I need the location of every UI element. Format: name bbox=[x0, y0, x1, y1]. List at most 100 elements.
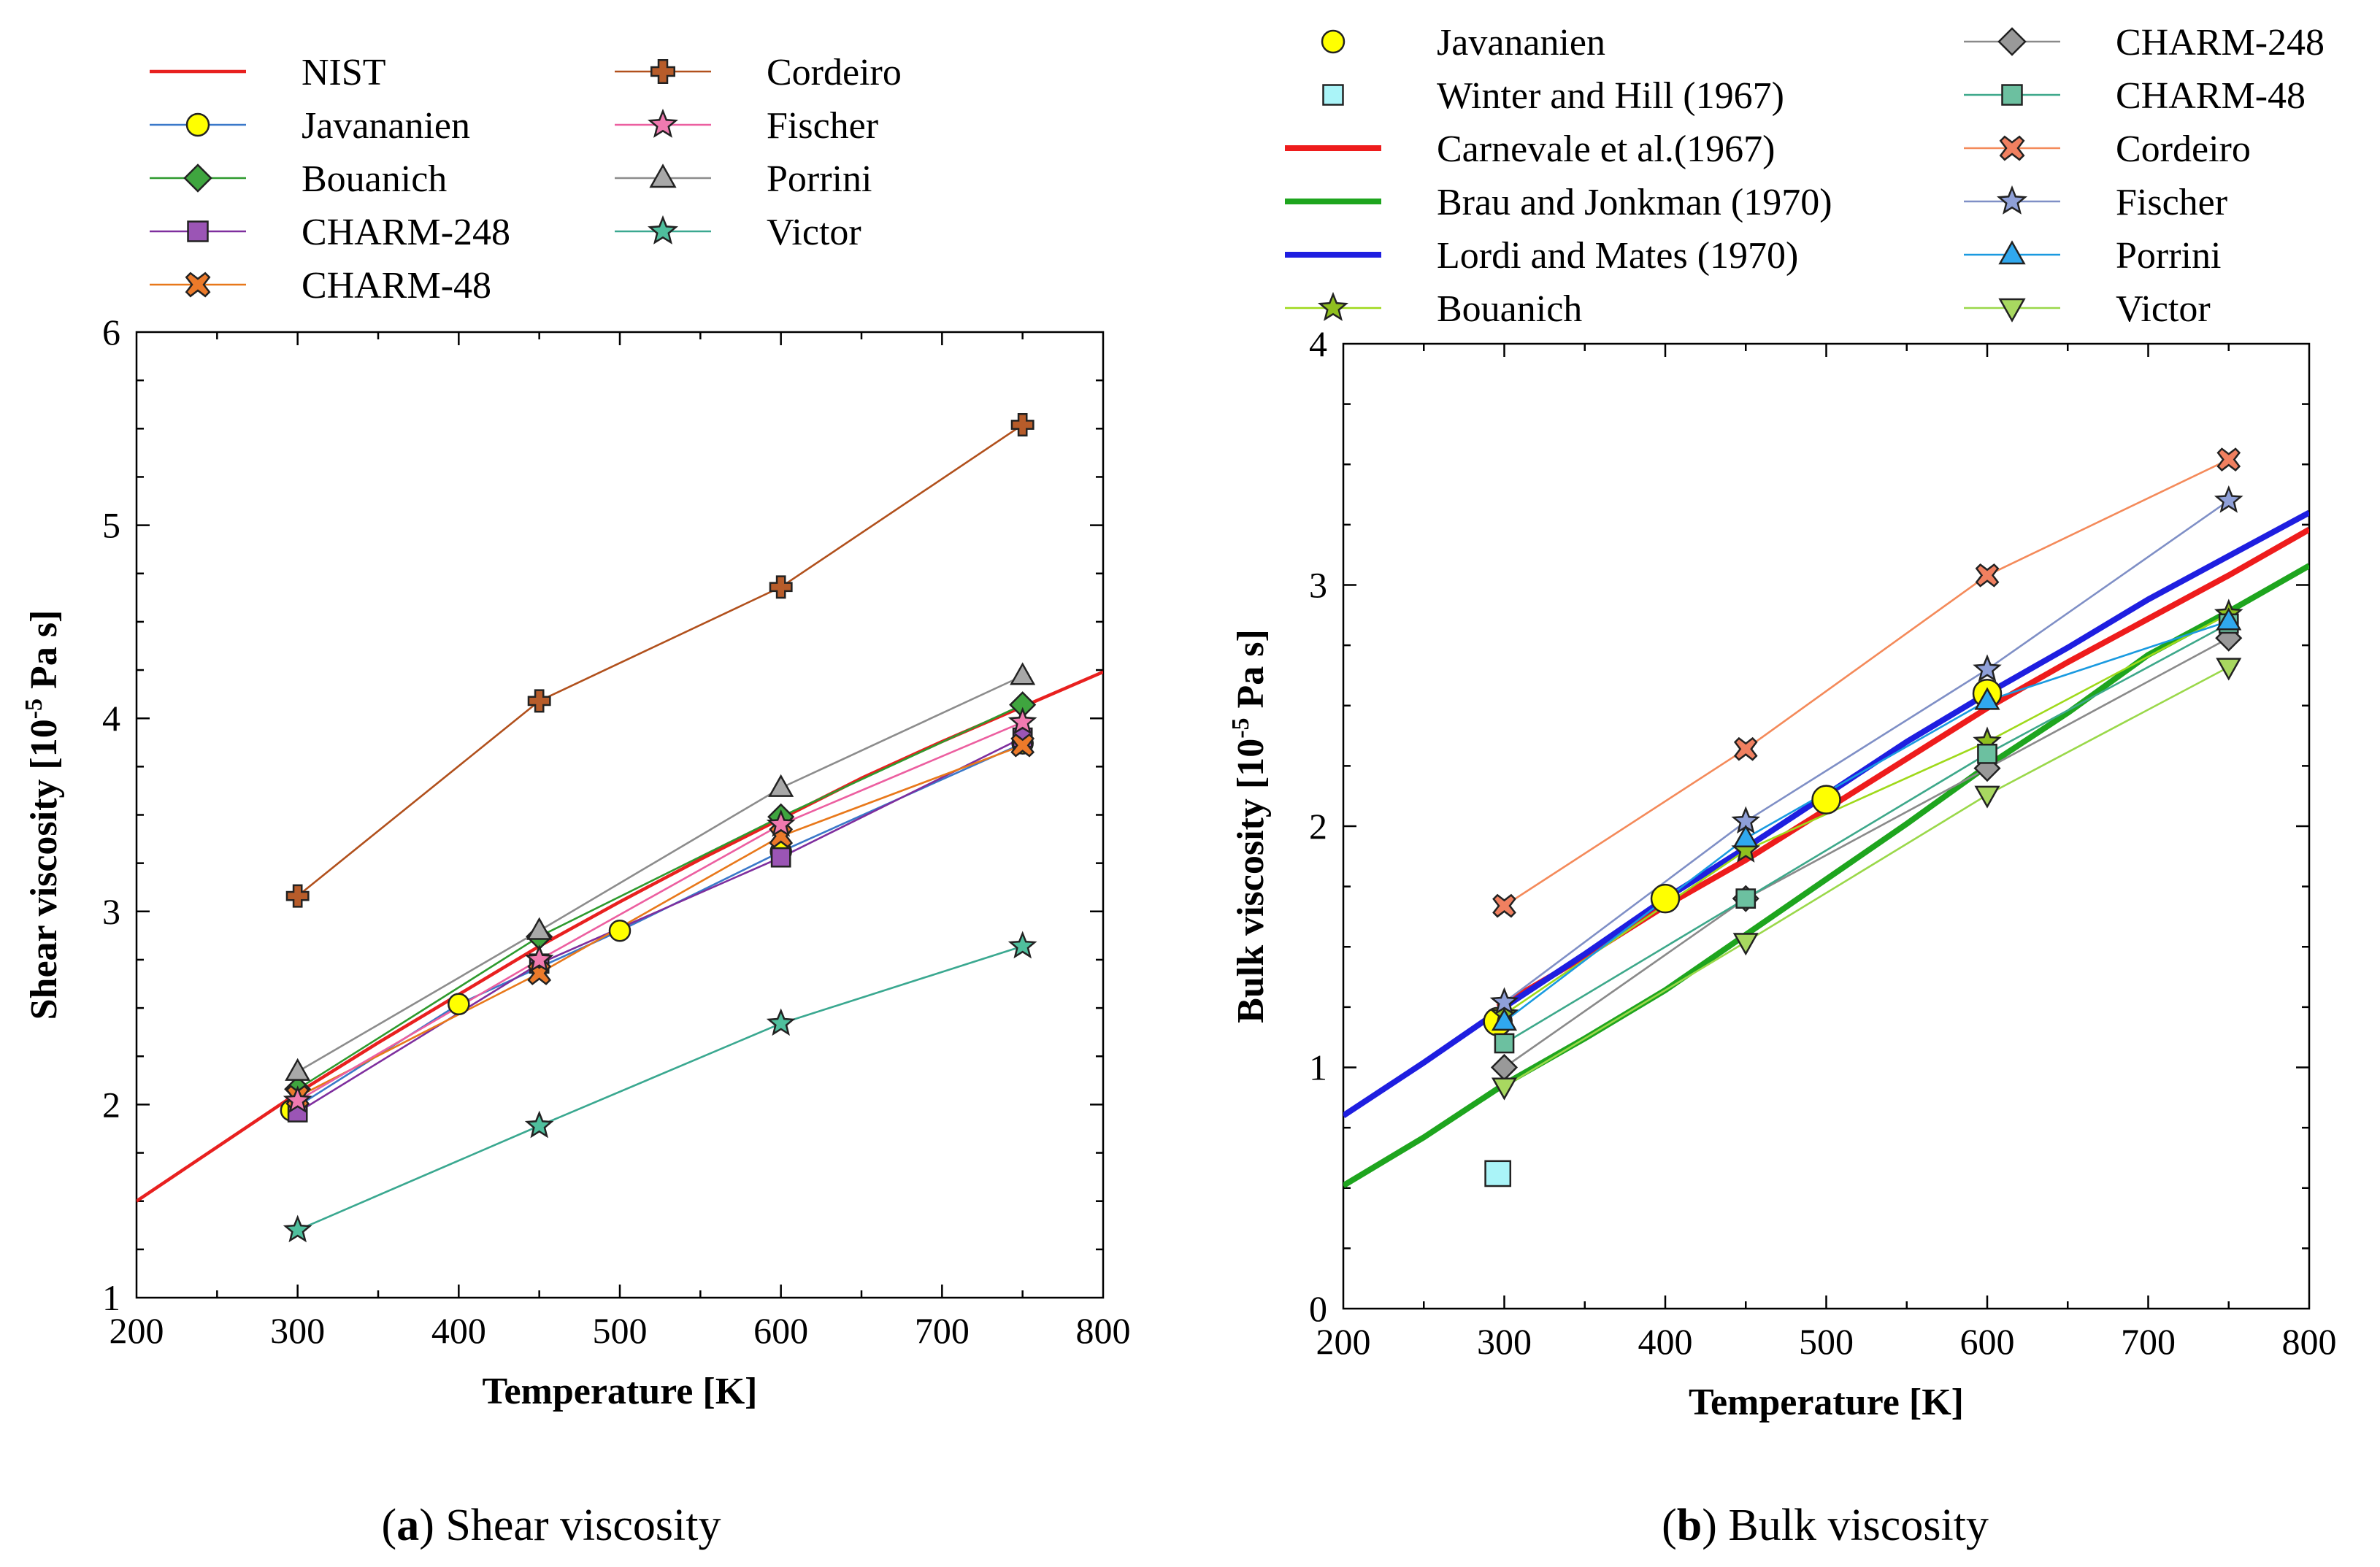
panel-a-series-markers bbox=[280, 413, 1037, 1243]
y-axis-title-prefix: Bulk viscosity [10 bbox=[1230, 739, 1272, 1023]
legend-marker bbox=[1998, 240, 2026, 265]
data-point-porrini bbox=[1974, 687, 2000, 710]
legend-marker bbox=[1321, 29, 1346, 54]
y-tick-label: 0 bbox=[1309, 1288, 1327, 1329]
caption-text: ) Bulk viscosity bbox=[1702, 1501, 1989, 1550]
legend-label: Cordeiro bbox=[767, 52, 902, 93]
series-line-charm-248 bbox=[1503, 637, 2230, 1069]
legend-marker bbox=[649, 163, 677, 188]
legend-item-cordeiro: Cordeiro bbox=[615, 52, 902, 93]
data-point-fischer bbox=[766, 809, 796, 837]
data-point-charm-48 bbox=[1010, 733, 1035, 758]
legend-label: Brau and Jonkman (1970) bbox=[1437, 182, 1832, 223]
legend-label: Fischer bbox=[2116, 182, 2227, 223]
y-tick-label: 2 bbox=[1309, 806, 1327, 847]
legend-marker bbox=[1998, 298, 2026, 323]
panel-a: NIST Javananien Bouanich CHARM-248 CHARM-48 C… bbox=[20, 52, 1131, 1550]
data-point-cordeiro bbox=[1975, 563, 2000, 588]
panel-b-caption: (b) Bulk viscosity bbox=[1662, 1501, 1989, 1550]
x-tick-label: 200 bbox=[1316, 1321, 1371, 1362]
data-point-cordeiro bbox=[527, 689, 551, 713]
y-tick-label: 1 bbox=[1309, 1047, 1327, 1088]
series-line-charm-48 bbox=[1503, 623, 2230, 1044]
legend-marker bbox=[185, 112, 210, 137]
series-line-cordeiro bbox=[296, 423, 1024, 897]
y-tick-label: 3 bbox=[1309, 565, 1327, 606]
data-point-victor bbox=[766, 1008, 796, 1036]
panel-b-legend: Javananien Winter and Hill (1967) Carneval… bbox=[1285, 22, 2325, 330]
panel-b-plot-area bbox=[1343, 447, 2309, 1188]
legend-label: CHARM-48 bbox=[2116, 75, 2306, 117]
series-line-fischer bbox=[297, 721, 1024, 1102]
caption-paren-open: ( bbox=[382, 1501, 397, 1550]
series-line-bouanich bbox=[1503, 613, 2230, 1015]
legend-label: Porrini bbox=[767, 158, 872, 200]
series-line-victor bbox=[1503, 666, 2230, 1088]
data-point-porrini bbox=[1732, 824, 1759, 847]
data-point-porrini bbox=[768, 774, 794, 797]
x-tick-label: 800 bbox=[2282, 1321, 2337, 1362]
y-tick-label: 3 bbox=[102, 891, 120, 932]
legend-marker bbox=[1999, 135, 2025, 161]
data-point-charm-248 bbox=[770, 847, 791, 868]
data-point-javananien bbox=[1811, 785, 1841, 815]
legend-item-lordi-and-mates-1970: Lordi and Mates (1970) bbox=[1285, 235, 1798, 277]
legend-label: CHARM-248 bbox=[302, 212, 510, 253]
legend-label: CHARM-48 bbox=[302, 265, 491, 307]
series-line-javananien bbox=[291, 742, 1024, 1112]
panel-a-plot-frame bbox=[135, 331, 1105, 1299]
data-point-victor bbox=[1491, 1077, 1518, 1101]
caption-text: ) Shear viscosity bbox=[419, 1501, 721, 1550]
y-axis-title-exponent: -5 bbox=[1227, 717, 1254, 738]
legend-label: NIST bbox=[302, 52, 386, 93]
legend-label: Javananien bbox=[302, 105, 470, 147]
data-point-cordeiro bbox=[285, 884, 310, 908]
legend-item-javananien: Javananien bbox=[150, 105, 470, 147]
legend-item-charm-48: CHARM-48 bbox=[1964, 75, 2306, 117]
x-tick-label: 700 bbox=[915, 1310, 970, 1351]
legend-label: Victor bbox=[2116, 288, 2211, 330]
data-point-victor bbox=[1007, 931, 1037, 959]
legend-label: Lordi and Mates (1970) bbox=[1437, 235, 1798, 277]
legend-item-charm-248: CHARM-248 bbox=[1964, 22, 2325, 63]
legend-label: Bouanich bbox=[302, 158, 447, 200]
y-axis-title-suffix: Pa s] bbox=[23, 610, 65, 698]
legend-item-porrini: Porrini bbox=[1964, 235, 2221, 277]
panel-a-caption: (a) Shear viscosity bbox=[382, 1501, 721, 1550]
y-tick-label: 2 bbox=[102, 1084, 120, 1125]
legend-item-cordeiro: Cordeiro bbox=[1964, 128, 2251, 170]
caption-panel-label: b bbox=[1677, 1501, 1702, 1550]
x-tick-label: 400 bbox=[1638, 1321, 1693, 1362]
legend-item-javananien: Javananien bbox=[1321, 22, 1605, 63]
legend-marker bbox=[1318, 291, 1348, 321]
y-axis-title-exponent: -5 bbox=[20, 698, 47, 719]
legend-marker bbox=[650, 59, 675, 84]
data-point-cordeiro bbox=[1733, 736, 1758, 761]
data-point-fischer bbox=[283, 1085, 312, 1114]
data-point-porrini bbox=[1491, 1008, 1518, 1031]
data-point-charm-48 bbox=[1977, 744, 1997, 764]
legend-item-winter-and-hill-1967: Winter and Hill (1967) bbox=[1322, 75, 1784, 117]
legend-label: Victor bbox=[767, 212, 861, 253]
legend-marker bbox=[1997, 27, 2027, 56]
legend-marker bbox=[2001, 84, 2023, 106]
data-point-cordeiro bbox=[1010, 413, 1034, 436]
legend-item-carnevale-et-al-1967: Carnevale et al.(1967) bbox=[1285, 128, 1775, 170]
panel-a-ticks: 200 300 400 500 600 700 800 1 2 3 4 5 6 bbox=[102, 312, 1131, 1351]
data-point-cordeiro bbox=[2216, 447, 2241, 471]
legend-item-porrini: Porrini bbox=[615, 158, 872, 200]
y-axis-title-suffix: Pa s] bbox=[1230, 629, 1272, 717]
series-line-cordeiro bbox=[1503, 458, 2230, 907]
x-tick-label: 300 bbox=[1477, 1321, 1532, 1362]
data-point-cordeiro bbox=[1492, 893, 1516, 918]
x-tick-label: 600 bbox=[753, 1310, 808, 1351]
data-point-cordeiro bbox=[769, 575, 793, 599]
y-tick-label: 4 bbox=[1309, 323, 1327, 364]
x-tick-label: 400 bbox=[431, 1310, 486, 1351]
series-line-porrini bbox=[1503, 620, 2230, 1023]
legend-label: Cordeiro bbox=[2116, 128, 2251, 170]
data-point-fischer bbox=[1489, 987, 1519, 1015]
data-point-fischer bbox=[1007, 707, 1037, 735]
legend-item-charm-48: CHARM-48 bbox=[150, 265, 491, 307]
y-axis-title-prefix: Shear viscosity [10 bbox=[23, 719, 65, 1020]
